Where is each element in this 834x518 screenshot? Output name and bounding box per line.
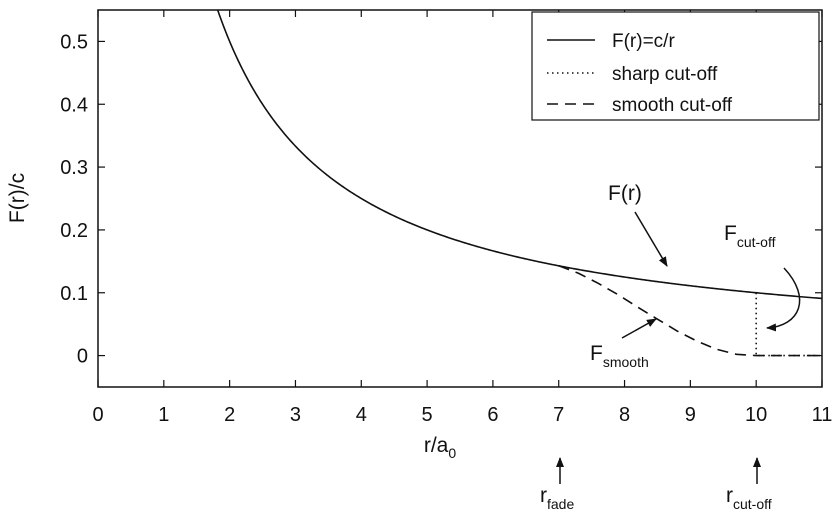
r-cutoff-label: rcut-off <box>726 484 772 512</box>
series-line-smooth-cutoff <box>558 264 822 357</box>
x-axis-ticks: 0 1 2 3 4 5 6 7 8 9 10 11 <box>92 10 832 426</box>
annotation-f-cutoff-arrow <box>766 267 801 332</box>
x-tick-label: 3 <box>290 404 301 426</box>
series-line-c-over-r <box>216 10 822 300</box>
legend: F(r)=c/r sharp cut-off smooth cut-off <box>531 11 820 121</box>
y-tick-label: 0.1 <box>60 283 88 305</box>
series-line-sharp-cutoff <box>755 292 822 357</box>
y-tick-label: 0.5 <box>60 31 88 53</box>
annotation-f-cutoff: Fcut-off <box>724 222 776 250</box>
x-tick-label: 11 <box>812 404 833 426</box>
y-tick-label: 0.4 <box>60 94 88 116</box>
x-tick-label: 0 <box>92 404 103 426</box>
legend-label-smooth: smooth cut-off <box>612 95 733 116</box>
y-tick-label: 0 <box>77 346 88 368</box>
annotation-f-smooth: Fsmooth <box>590 342 649 370</box>
x-tick-label: 2 <box>224 404 235 426</box>
annotation-f-r: F(r) <box>608 182 642 205</box>
x-tick-label: 8 <box>619 404 630 426</box>
x-tick-label: 7 <box>553 404 564 426</box>
y-tick-label: 0.2 <box>60 220 88 242</box>
y-tick-label: 0.3 <box>60 157 88 179</box>
legend-label-sharp: sharp cut-off <box>612 64 718 85</box>
y-axis-title: F(r)/c <box>6 173 29 223</box>
x-tick-label: 5 <box>422 404 433 426</box>
x-tick-label: 4 <box>356 404 367 426</box>
x-tick-label: 9 <box>685 404 696 426</box>
x-tick-label: 6 <box>487 404 498 426</box>
x-tick-label: 10 <box>745 404 767 426</box>
annotation-f-r-arrow <box>634 211 668 267</box>
x-axis-title: r/a0 <box>424 434 457 461</box>
annotation-f-smooth-arrow <box>621 318 657 339</box>
legend-label-c-over-r: F(r)=c/r <box>612 31 675 52</box>
legend-box <box>531 11 820 121</box>
x-tick-label: 1 <box>158 404 169 426</box>
y-axis-ticks: 0 0.1 0.2 0.3 0.4 0.5 <box>60 31 822 368</box>
series-group <box>216 10 822 357</box>
r-fade-label: rfade <box>540 484 574 512</box>
